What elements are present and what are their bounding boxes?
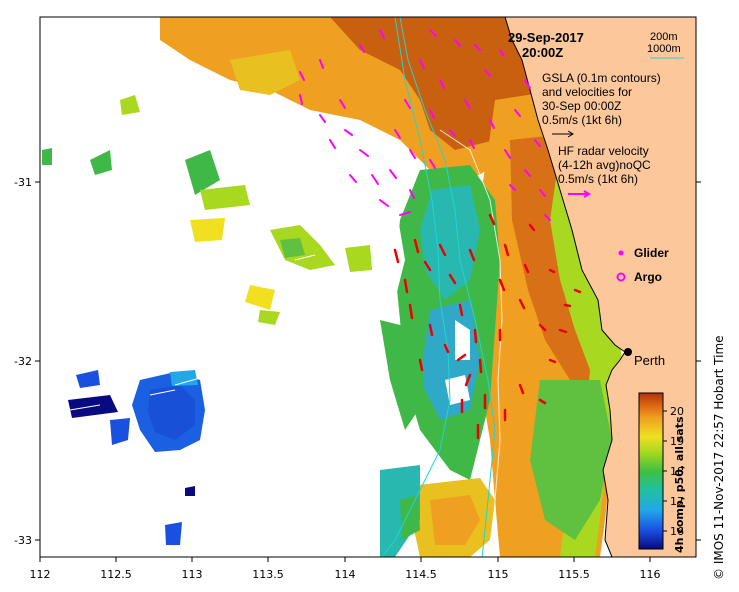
map-date: 29-Sep-2017 bbox=[508, 30, 584, 45]
x-tick-label: 114.5 bbox=[405, 568, 437, 581]
colorbar-tick-label: 20 bbox=[670, 405, 684, 418]
hf-scale-arrow bbox=[568, 190, 591, 198]
hf-scale-label: 0.5m/s (1kt 6h) bbox=[558, 172, 638, 186]
y-tick-label: -32 bbox=[14, 355, 32, 368]
x-tick-label: 113 bbox=[182, 568, 203, 581]
argo-symbol bbox=[616, 272, 626, 282]
contour-200-label: 200m bbox=[650, 31, 678, 43]
map-time: 20:00Z bbox=[522, 45, 563, 60]
colorbar bbox=[638, 392, 664, 550]
y-tick-label: -33 bbox=[14, 534, 32, 547]
y-tick-labels: -31 -32 -33 bbox=[14, 176, 32, 547]
y-axis bbox=[35, 181, 701, 541]
x-tick-label: 112 bbox=[30, 568, 51, 581]
argo-label: Argo bbox=[634, 270, 662, 284]
y-tick-label: -31 bbox=[14, 176, 32, 189]
x-tick-label: 115.5 bbox=[558, 568, 590, 581]
x-axis bbox=[39, 557, 651, 562]
gsla-legend-line2: and velocities for bbox=[542, 85, 632, 99]
map-field bbox=[40, 17, 696, 557]
gsla-vectors bbox=[393, 213, 582, 440]
credit-text: © IMOS 11-Nov-2017 22:57 Hobart Time bbox=[712, 335, 726, 580]
sst-field bbox=[42, 17, 622, 557]
hf-legend-line2: (4-12h avg)noQC bbox=[558, 158, 651, 172]
x-tick-label: 113.5 bbox=[252, 568, 284, 581]
x-tick-labels: 112 112.5 113 113.5 114 114.5 115 115.5 … bbox=[30, 568, 661, 581]
x-tick-label: 116 bbox=[640, 568, 661, 581]
glider-label: Glider bbox=[634, 246, 669, 260]
plot-frame bbox=[39, 16, 697, 558]
x-tick-label: 115 bbox=[488, 568, 509, 581]
perth-label: Perth bbox=[634, 353, 665, 368]
hf-radar-vectors bbox=[299, 29, 551, 221]
gsla-legend-line1: GSLA (0.1m contours) bbox=[542, 71, 661, 85]
contour-1000-label: 1000m bbox=[647, 43, 681, 55]
colorbar-tick-label: 17 bbox=[670, 495, 684, 508]
gsla-scale-arrow bbox=[552, 130, 574, 138]
glider-symbol bbox=[618, 250, 624, 256]
colorbar-tick-label: 16 bbox=[670, 525, 684, 538]
colorbar-tick-label: 18 bbox=[670, 465, 684, 478]
gsla-scale-label: 0.5m/s (1kt 6h) bbox=[542, 113, 622, 127]
x-tick-label: 114 bbox=[335, 568, 356, 581]
gsla-legend-line3: 30-Sep 00:00Z bbox=[542, 99, 621, 113]
perth-marker bbox=[624, 348, 632, 356]
x-tick-label: 112.5 bbox=[100, 568, 132, 581]
colorbar-label: 4h comp, p50, all sats bbox=[673, 416, 686, 554]
colorbar-ticks: 16 17 18 19 20 bbox=[663, 405, 684, 538]
colorbar-tick-label: 19 bbox=[670, 435, 684, 448]
hf-legend-line1: HF radar velocity bbox=[558, 144, 649, 158]
bathymetry-contours bbox=[69, 17, 503, 557]
